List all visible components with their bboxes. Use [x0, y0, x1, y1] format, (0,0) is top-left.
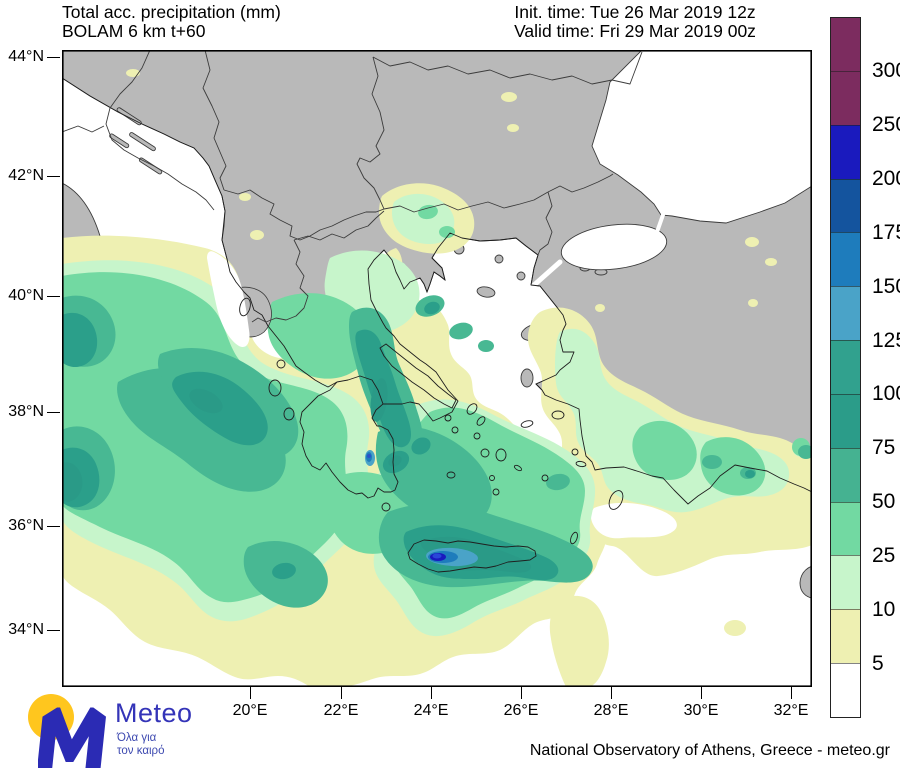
lon-tick-label: 32°E [773, 702, 809, 719]
lon-tick-mark [250, 687, 251, 699]
lat-tick-mark [47, 412, 60, 413]
colorbar-label: 200 [872, 166, 900, 190]
colorbar-segment [831, 555, 860, 610]
precipitation-map [62, 50, 812, 687]
lon-tick-label: 30°E [683, 702, 719, 719]
colorbar-label: 300 [872, 58, 900, 82]
lon-tick-label: 22°E [323, 702, 359, 719]
colorbar-segment [831, 232, 860, 287]
colorbar-segment [831, 447, 860, 502]
precip-heavy-cores [365, 450, 478, 567]
valid-time: Valid time: Fri 29 Mar 2019 00z [514, 21, 756, 41]
lat-tick-mark [47, 176, 60, 177]
colorbar-segment [831, 70, 860, 125]
country-borders [62, 50, 643, 323]
colorbar-segment [831, 178, 860, 233]
colorbar-segment [831, 393, 860, 448]
run-times: Init. time: Tue 26 Mar 2019 12z Valid tim… [455, 3, 815, 41]
lon-tick-label: 26°E [503, 702, 539, 719]
lat-tick-mark [47, 296, 60, 297]
colorbar-label: 175 [872, 220, 900, 244]
lon-tick-mark [341, 687, 342, 699]
colorbar-label: 50 [872, 490, 896, 514]
lat-tick-mark [47, 630, 60, 631]
colorbar-segment [831, 663, 860, 717]
logo-m-icon [38, 707, 106, 768]
logo-brand: Meteo [115, 698, 193, 728]
lon-tick-mark [521, 687, 522, 699]
coastal-white-strip [207, 251, 250, 348]
lon-tick-mark [431, 687, 432, 699]
colorbar-segment [831, 340, 860, 394]
colorbar-label: 5 [872, 652, 884, 676]
map-title: Total acc. precipitation (mm) BOLAM 6 km … [62, 3, 281, 41]
title-line1: Total acc. precipitation (mm) [62, 2, 281, 22]
attribution: National Observatory of Athens, Greece -… [529, 742, 890, 759]
colorbar-segment [831, 124, 860, 179]
lon-tick-label: 24°E [413, 702, 449, 719]
logo-tagline-1: Όλα για [117, 732, 157, 744]
title-line2: BOLAM 6 km t+60 [62, 21, 206, 41]
lat-tick-mark [47, 57, 60, 58]
colorbar-label: 10 [872, 598, 896, 622]
colorbar-label: 250 [872, 112, 900, 136]
colorbar-segment [831, 286, 860, 341]
init-time: Init. time: Tue 26 Mar 2019 12z [514, 2, 756, 22]
colorbar-label: 25 [872, 544, 896, 568]
marmara-sea [530, 210, 668, 289]
colorbar-label: 100 [872, 382, 900, 406]
coastlines [62, 77, 812, 573]
lat-tick-label: 36°N [8, 517, 44, 534]
lat-tick-mark [47, 526, 60, 527]
colorbar-segment [831, 609, 860, 664]
lat-tick-label: 40°N [8, 287, 44, 304]
colorbar-label: 125 [872, 328, 900, 352]
lon-tick-label: 28°E [593, 702, 629, 719]
lon-tick-mark [701, 687, 702, 699]
colorbar [830, 17, 861, 718]
colorbar-segment [831, 501, 860, 556]
dry-pocket [590, 502, 677, 539]
lat-tick-label: 34°N [8, 621, 44, 638]
lon-tick-label: 20°E [232, 702, 268, 719]
colorbar-label: 75 [872, 436, 896, 460]
map-frame [62, 50, 812, 687]
lat-tick-label: 38°N [8, 403, 44, 420]
lat-tick-label: 44°N [8, 48, 44, 65]
lat-tick-label: 42°N [8, 167, 44, 184]
map-area [62, 50, 812, 687]
lon-tick-mark [611, 687, 612, 699]
lon-tick-mark [791, 687, 792, 699]
logo-tagline-2: τον καιρό [117, 745, 165, 757]
colorbar-label: 150 [872, 274, 900, 298]
colorbar-segment [831, 18, 860, 71]
meteo-logo: Meteo Όλα για τον καιρό [26, 692, 226, 770]
